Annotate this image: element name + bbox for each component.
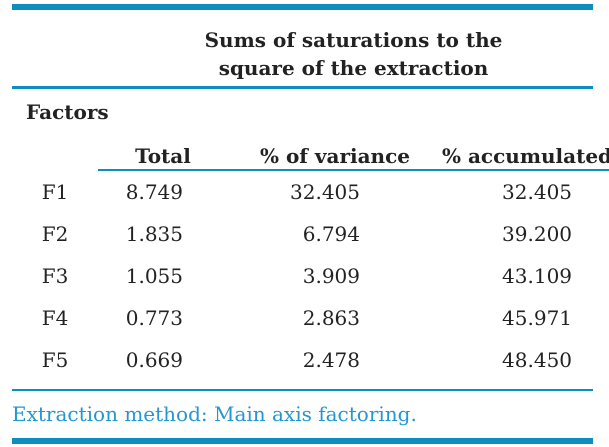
total-value: 8.749 (125, 180, 183, 204)
total-value: 1.055 (125, 264, 183, 288)
column-header-empty (12, 125, 98, 169)
footnote-block: Extraction method: Main axis factoring. (12, 391, 593, 425)
column-header-rule (98, 169, 609, 171)
factors-table: Factors Total % of variance % accumulate… (12, 89, 609, 381)
accumulated-value: 32.405 (502, 180, 573, 204)
accumulated-value: 43.109 (502, 264, 573, 288)
factor-label: F1 (41, 180, 69, 204)
spanner-header: Sums of saturations to the square of the… (204, 28, 503, 80)
accumulated-value: 45.971 (502, 306, 573, 330)
footnote-rule (12, 389, 593, 391)
accumulated-value: 48.450 (502, 348, 573, 372)
bottom-rule-wrap (12, 438, 593, 444)
variance-value: 2.478 (302, 348, 360, 372)
column-header-total: Total (135, 144, 191, 168)
header-rule (12, 86, 593, 89)
variance-value: 2.863 (302, 306, 360, 330)
accumulated-value: 39.200 (502, 222, 573, 246)
total-value: 1.835 (125, 222, 183, 246)
column-header-variance: % of variance (260, 144, 410, 168)
column-header-accumulated: % accumulated (442, 144, 609, 168)
bottom-rule (12, 438, 593, 444)
variance-value: 3.909 (302, 264, 360, 288)
spacer (12, 381, 593, 389)
top-rule (12, 4, 593, 10)
factor-label: F2 (41, 222, 69, 246)
stub-header-factors: Factors (26, 100, 109, 124)
variance-value: 6.794 (302, 222, 360, 246)
variance-value: 32.405 (290, 180, 360, 204)
total-value: 0.773 (125, 306, 183, 330)
factor-label: F5 (41, 348, 69, 372)
factor-label: F4 (41, 306, 69, 330)
factor-label: F3 (41, 264, 69, 288)
spanner-header-block: Sums of saturations to the square of the… (12, 10, 593, 86)
footnote: Extraction method: Main axis factoring. (12, 402, 417, 426)
total-value: 0.669 (125, 348, 183, 372)
